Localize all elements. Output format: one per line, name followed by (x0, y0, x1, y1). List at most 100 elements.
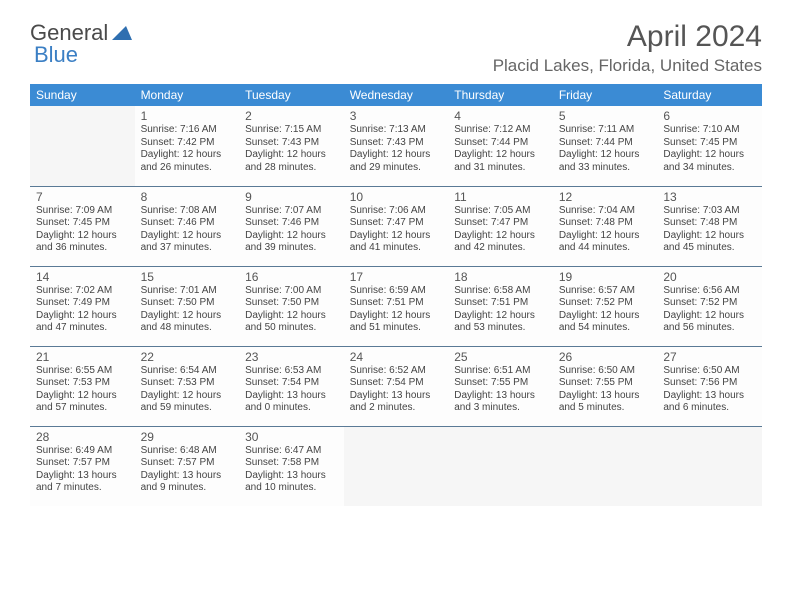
day-sunrise: Sunrise: 7:10 AM (663, 124, 756, 137)
day-day1: Daylight: 12 hours (36, 230, 129, 243)
calendar-week-row: 14Sunrise: 7:02 AMSunset: 7:49 PMDayligh… (30, 266, 762, 346)
day-sunrise: Sunrise: 6:57 AM (559, 285, 652, 298)
day-day2: and 33 minutes. (559, 162, 652, 175)
day-day2: and 44 minutes. (559, 242, 652, 255)
day-sunrise: Sunrise: 6:54 AM (141, 365, 234, 378)
day-day2: and 34 minutes. (663, 162, 756, 175)
day-day2: and 2 minutes. (350, 402, 443, 415)
day-sunrise: Sunrise: 7:09 AM (36, 205, 129, 218)
calendar-cell-empty (657, 426, 762, 506)
day-sunset: Sunset: 7:47 PM (350, 217, 443, 230)
day-sunrise: Sunrise: 7:11 AM (559, 124, 652, 137)
day-header: Friday (553, 84, 658, 106)
day-day1: Daylight: 13 hours (454, 390, 547, 403)
day-sunset: Sunset: 7:58 PM (245, 457, 338, 470)
calendar-cell: 5Sunrise: 7:11 AMSunset: 7:44 PMDaylight… (553, 106, 658, 186)
calendar-cell: 14Sunrise: 7:02 AMSunset: 7:49 PMDayligh… (30, 266, 135, 346)
day-day1: Daylight: 12 hours (663, 230, 756, 243)
day-day1: Daylight: 13 hours (663, 390, 756, 403)
day-sunset: Sunset: 7:54 PM (350, 377, 443, 390)
day-sunrise: Sunrise: 6:50 AM (663, 365, 756, 378)
day-day1: Daylight: 12 hours (141, 149, 234, 162)
day-sunset: Sunset: 7:48 PM (663, 217, 756, 230)
day-day2: and 50 minutes. (245, 322, 338, 335)
day-sunset: Sunset: 7:45 PM (36, 217, 129, 230)
calendar-table: SundayMondayTuesdayWednesdayThursdayFrid… (30, 84, 762, 506)
day-header: Monday (135, 84, 240, 106)
day-sunset: Sunset: 7:54 PM (245, 377, 338, 390)
day-sunrise: Sunrise: 7:01 AM (141, 285, 234, 298)
day-day1: Daylight: 12 hours (141, 310, 234, 323)
day-day2: and 28 minutes. (245, 162, 338, 175)
day-sunset: Sunset: 7:48 PM (559, 217, 652, 230)
day-number: 5 (559, 109, 652, 123)
calendar-cell-empty (448, 426, 553, 506)
day-number: 22 (141, 350, 234, 364)
day-sunset: Sunset: 7:46 PM (245, 217, 338, 230)
day-day2: and 3 minutes. (454, 402, 547, 415)
calendar-cell: 27Sunrise: 6:50 AMSunset: 7:56 PMDayligh… (657, 346, 762, 426)
calendar-cell: 2Sunrise: 7:15 AMSunset: 7:43 PMDaylight… (239, 106, 344, 186)
day-sunset: Sunset: 7:44 PM (559, 137, 652, 150)
day-number: 16 (245, 270, 338, 284)
day-sunset: Sunset: 7:57 PM (36, 457, 129, 470)
day-day1: Daylight: 12 hours (245, 310, 338, 323)
day-number: 4 (454, 109, 547, 123)
calendar-cell: 9Sunrise: 7:07 AMSunset: 7:46 PMDaylight… (239, 186, 344, 266)
day-number: 3 (350, 109, 443, 123)
day-number: 9 (245, 190, 338, 204)
day-sunset: Sunset: 7:53 PM (36, 377, 129, 390)
day-day2: and 51 minutes. (350, 322, 443, 335)
day-day2: and 5 minutes. (559, 402, 652, 415)
day-day1: Daylight: 12 hours (559, 230, 652, 243)
day-sunset: Sunset: 7:55 PM (454, 377, 547, 390)
day-sunset: Sunset: 7:42 PM (141, 137, 234, 150)
day-sunrise: Sunrise: 6:58 AM (454, 285, 547, 298)
calendar-cell: 4Sunrise: 7:12 AMSunset: 7:44 PMDaylight… (448, 106, 553, 186)
day-day1: Daylight: 12 hours (350, 230, 443, 243)
day-sunrise: Sunrise: 7:03 AM (663, 205, 756, 218)
day-sunset: Sunset: 7:44 PM (454, 137, 547, 150)
calendar-cell: 25Sunrise: 6:51 AMSunset: 7:55 PMDayligh… (448, 346, 553, 426)
calendar-cell: 7Sunrise: 7:09 AMSunset: 7:45 PMDaylight… (30, 186, 135, 266)
calendar-cell: 3Sunrise: 7:13 AMSunset: 7:43 PMDaylight… (344, 106, 449, 186)
day-day1: Daylight: 13 hours (245, 390, 338, 403)
day-sunrise: Sunrise: 7:00 AM (245, 285, 338, 298)
day-number: 15 (141, 270, 234, 284)
brand-triangle-icon (112, 20, 132, 46)
day-number: 13 (663, 190, 756, 204)
calendar-cell: 23Sunrise: 6:53 AMSunset: 7:54 PMDayligh… (239, 346, 344, 426)
day-sunset: Sunset: 7:45 PM (663, 137, 756, 150)
day-sunset: Sunset: 7:47 PM (454, 217, 547, 230)
day-day1: Daylight: 12 hours (454, 230, 547, 243)
day-day1: Daylight: 12 hours (559, 149, 652, 162)
day-day1: Daylight: 12 hours (663, 310, 756, 323)
day-header: Thursday (448, 84, 553, 106)
day-sunset: Sunset: 7:50 PM (141, 297, 234, 310)
calendar-cell: 19Sunrise: 6:57 AMSunset: 7:52 PMDayligh… (553, 266, 658, 346)
day-day2: and 0 minutes. (245, 402, 338, 415)
day-day1: Daylight: 12 hours (36, 390, 129, 403)
day-day2: and 39 minutes. (245, 242, 338, 255)
day-day2: and 10 minutes. (245, 482, 338, 495)
day-day2: and 56 minutes. (663, 322, 756, 335)
day-day2: and 47 minutes. (36, 322, 129, 335)
day-sunrise: Sunrise: 7:04 AM (559, 205, 652, 218)
day-sunset: Sunset: 7:56 PM (663, 377, 756, 390)
day-number: 8 (141, 190, 234, 204)
calendar-header-row: SundayMondayTuesdayWednesdayThursdayFrid… (30, 84, 762, 106)
day-number: 28 (36, 430, 129, 444)
day-sunset: Sunset: 7:52 PM (663, 297, 756, 310)
day-sunrise: Sunrise: 6:53 AM (245, 365, 338, 378)
day-sunrise: Sunrise: 6:50 AM (559, 365, 652, 378)
day-sunrise: Sunrise: 7:16 AM (141, 124, 234, 137)
day-day2: and 26 minutes. (141, 162, 234, 175)
day-sunrise: Sunrise: 7:08 AM (141, 205, 234, 218)
calendar-cell: 22Sunrise: 6:54 AMSunset: 7:53 PMDayligh… (135, 346, 240, 426)
calendar-cell: 16Sunrise: 7:00 AMSunset: 7:50 PMDayligh… (239, 266, 344, 346)
day-day2: and 59 minutes. (141, 402, 234, 415)
day-day1: Daylight: 12 hours (663, 149, 756, 162)
day-day1: Daylight: 12 hours (454, 310, 547, 323)
day-number: 21 (36, 350, 129, 364)
day-sunrise: Sunrise: 6:48 AM (141, 445, 234, 458)
